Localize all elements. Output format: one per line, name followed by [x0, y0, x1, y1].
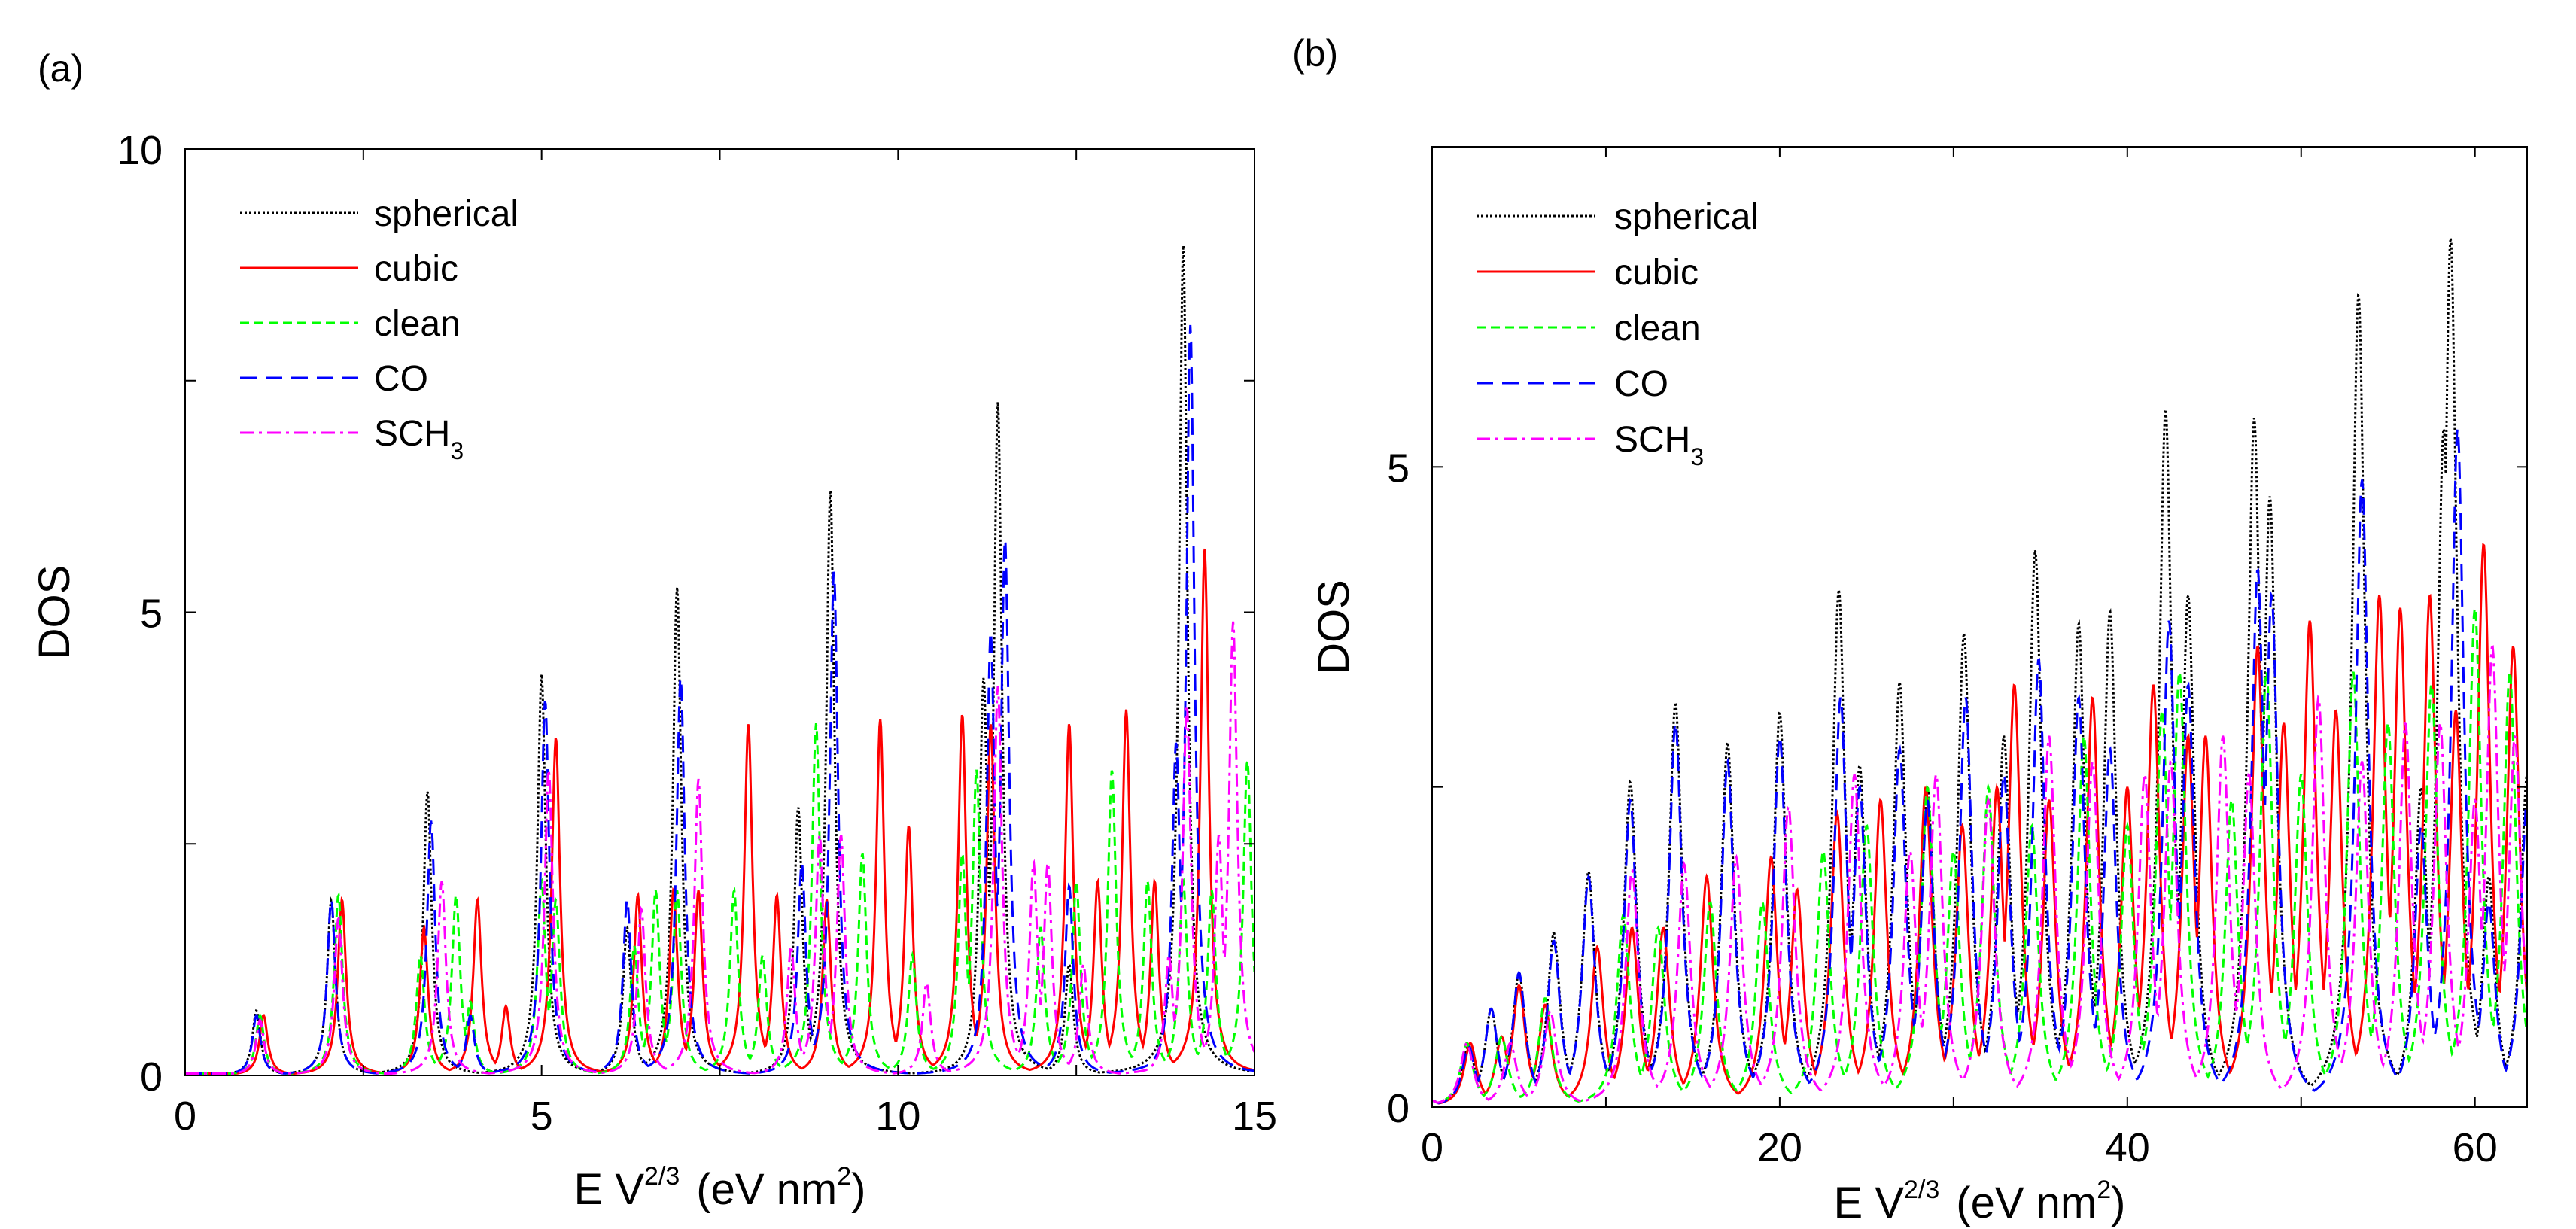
- legend-label-name: clean: [374, 304, 461, 344]
- legend-label: SCH3: [1614, 420, 1704, 470]
- x-axis-label: E V2/3 (eV nm2): [574, 1162, 866, 1214]
- legend-label: cubic: [374, 249, 458, 289]
- series-line-cubic: [185, 548, 1255, 1075]
- x-tick-label: 15: [1232, 1094, 1277, 1139]
- legend-label: spherical: [1614, 197, 1759, 237]
- x-tick-label: 0: [1421, 1125, 1443, 1170]
- legend-label-name: spherical: [1614, 197, 1759, 237]
- series-line-co: [1432, 428, 2527, 1105]
- x-axis-label-sup: 2/3: [1904, 1176, 1939, 1204]
- series-group: [1432, 238, 2527, 1105]
- plot-frame: [1431, 146, 2528, 1108]
- series-line-clean: [1432, 604, 2527, 1104]
- x-tick-label: 0: [174, 1094, 196, 1139]
- panel-label: (a): [38, 47, 84, 90]
- legend-item-spherical: spherical: [240, 194, 519, 234]
- series-group: [185, 245, 1255, 1075]
- x-axis-label-sup: 2/3: [644, 1162, 680, 1191]
- y-axis-label: DOS: [30, 565, 79, 660]
- legend-item-cubic: cubic: [240, 249, 458, 289]
- legend-label-name: cubic: [1614, 253, 1699, 293]
- y-tick-label: 10: [117, 128, 163, 173]
- series-line-sch3: [1432, 645, 2527, 1104]
- legend-label-name: SCH: [374, 414, 450, 454]
- legend-label-name: CO: [374, 359, 428, 399]
- y-tick-label: 5: [140, 592, 163, 637]
- legend-label: spherical: [374, 194, 519, 234]
- legend-label: cubic: [1614, 253, 1699, 293]
- legend-label: clean: [1614, 309, 1701, 348]
- y-tick-label: 0: [1387, 1086, 1410, 1131]
- legend: spherical cubic clean CO SCH3: [240, 194, 519, 464]
- x-axis-label-unit_sup: 2: [2097, 1176, 2111, 1204]
- panel-label: (b): [1292, 32, 1338, 75]
- legend-label-subscript: 3: [450, 437, 464, 464]
- x-axis-label-main: E V: [1834, 1179, 1905, 1227]
- x-axis-label: E V2/3 (eV nm2): [1834, 1176, 2126, 1227]
- legend-item-cubic: cubic: [1477, 253, 1699, 293]
- legend-item-sch3: SCH3: [240, 414, 464, 464]
- x-tick-label: 60: [2453, 1125, 2498, 1170]
- x-axis-label-unit: (eV nm: [696, 1165, 837, 1214]
- legend-item-co: CO: [240, 359, 428, 399]
- y-tick-label: 5: [1387, 446, 1410, 491]
- legend-label-name: cubic: [374, 249, 458, 289]
- legend-item-co: CO: [1477, 364, 1668, 404]
- legend-item-spherical: spherical: [1477, 197, 1759, 237]
- x-axis-label-main: E V: [574, 1165, 645, 1214]
- x-axis-label-unit: (eV nm: [1956, 1179, 2097, 1227]
- x-tick-label: 20: [1757, 1125, 1802, 1170]
- legend-item-clean: clean: [240, 304, 461, 344]
- legend-label: CO: [1614, 364, 1668, 404]
- x-axis-label-unit_sup: 2: [837, 1162, 851, 1191]
- x-tick-label: 5: [531, 1094, 553, 1139]
- panel-b: (b) 0 20 40 60 0 5 E V2/3 (eV nm2) DOS spherical cu…: [1292, 32, 2528, 1227]
- legend-item-sch3: SCH3: [1477, 420, 1704, 470]
- legend-label-name: clean: [1614, 309, 1701, 348]
- x-axis-label-close: ): [851, 1165, 865, 1214]
- x-axis-label-close: ): [2111, 1179, 2125, 1227]
- legend-label-name: CO: [1614, 364, 1668, 404]
- panel-a: (a) 0 5 10 15 0 5 10 E V2/3 (eV nm2) DOS spherical c…: [30, 47, 1277, 1214]
- y-axis-label: DOS: [1309, 580, 1358, 674]
- legend-label-name: spherical: [374, 194, 519, 234]
- x-tick-label: 40: [2105, 1125, 2150, 1170]
- legend-label-name: SCH: [1614, 420, 1690, 460]
- legend-label-subscript: 3: [1690, 443, 1704, 470]
- x-tick-label: 10: [875, 1094, 920, 1139]
- y-tick-label: 0: [140, 1054, 163, 1100]
- legend-label: SCH3: [374, 414, 464, 464]
- legend: spherical cubic clean CO SCH3: [1477, 197, 1759, 470]
- legend-item-clean: clean: [1477, 309, 1701, 348]
- legend-label: CO: [374, 359, 428, 399]
- legend-label: clean: [374, 304, 461, 344]
